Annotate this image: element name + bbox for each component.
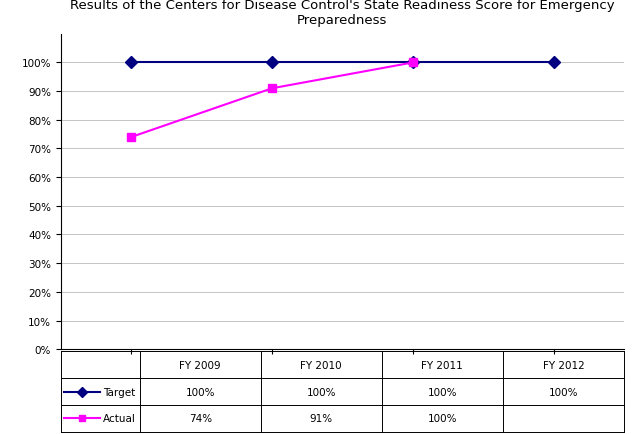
Text: FY 2012: FY 2012 [543,360,584,370]
Text: FY 2010: FY 2010 [300,360,342,370]
Text: FY 2009: FY 2009 [179,360,221,370]
Text: 100%: 100% [548,387,578,397]
Text: 91%: 91% [310,414,333,424]
Text: Actual: Actual [103,414,136,424]
Text: FY 2011: FY 2011 [422,360,463,370]
Text: 100%: 100% [186,387,215,397]
Text: 100%: 100% [428,387,457,397]
Text: 74%: 74% [189,414,212,424]
Text: Target: Target [103,387,135,397]
Text: 100%: 100% [307,387,336,397]
Text: 100%: 100% [428,414,457,424]
Title: Results of the Centers for Disease Control's State Readiness Score for Emergency: Results of the Centers for Disease Contr… [70,0,614,26]
